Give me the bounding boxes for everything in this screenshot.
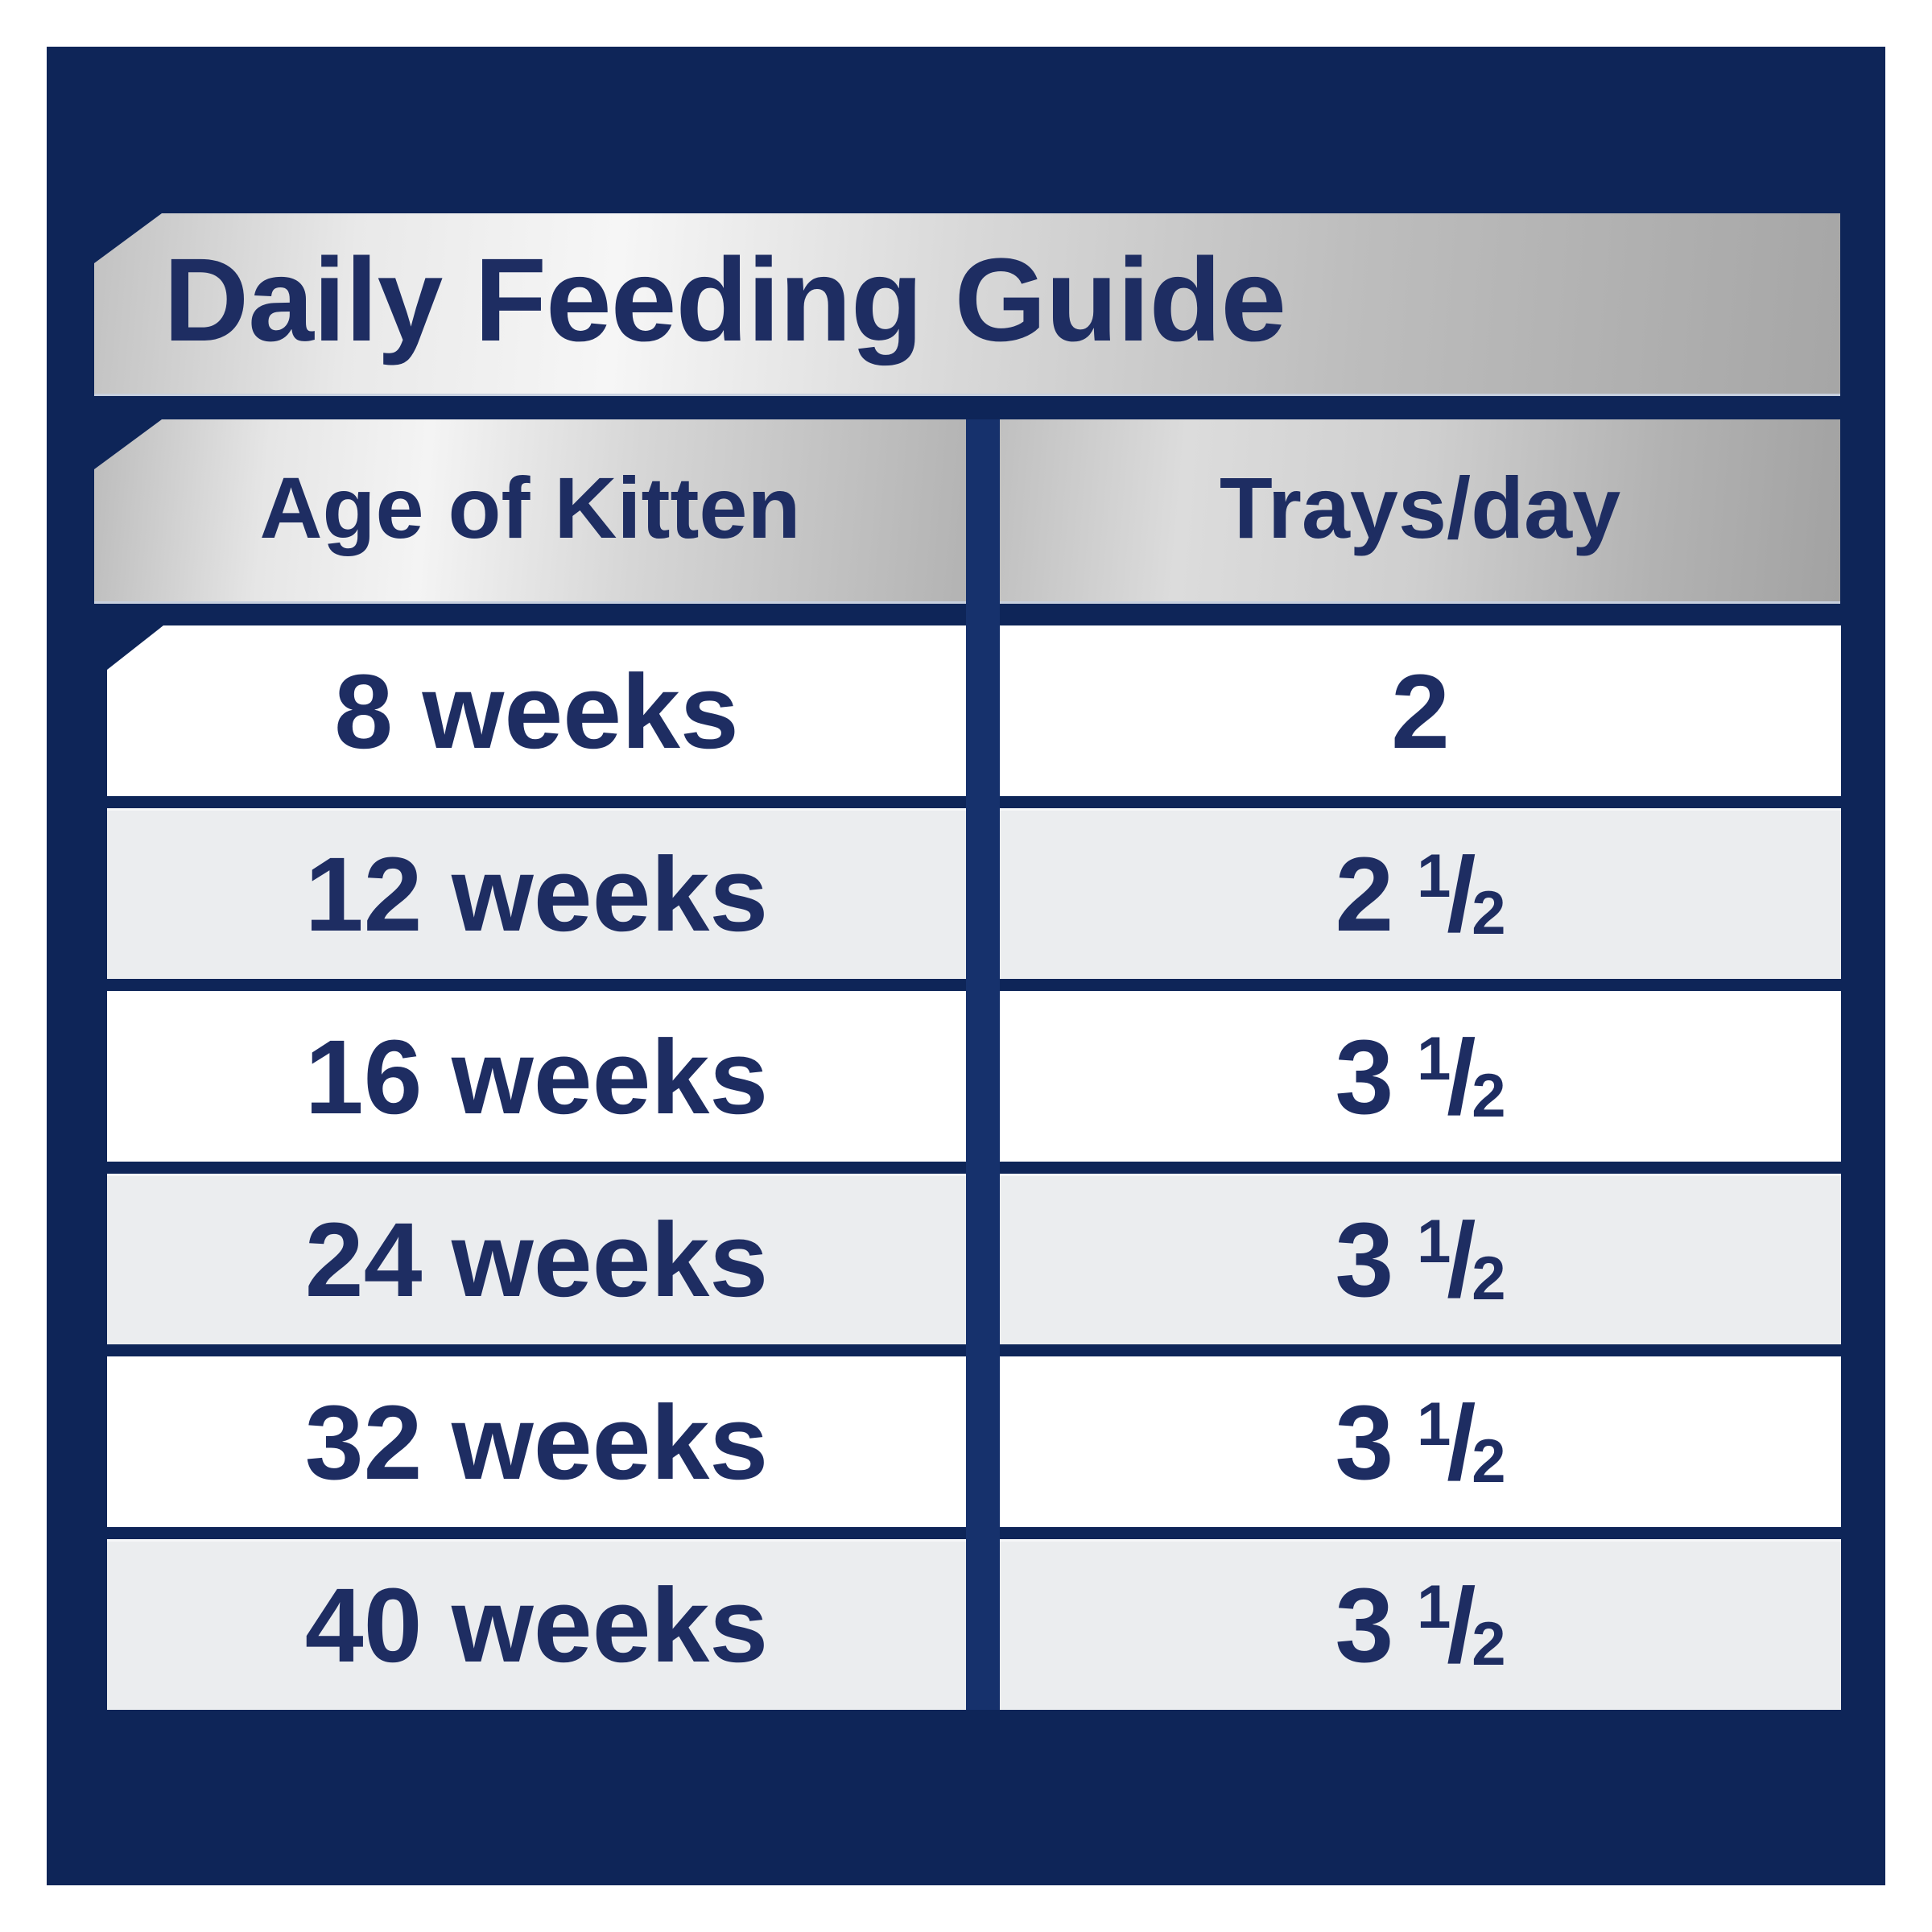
trays-whole: 3 [1335, 1199, 1394, 1319]
age-cell: 24 weeks [304, 1199, 769, 1319]
trays-cell: 3 1/2 [1000, 991, 1841, 1162]
column-divider [966, 419, 1000, 1710]
trays-whole: 3 [1335, 1565, 1394, 1684]
age-cell: 12 weeks [304, 834, 769, 953]
column-header-trays: Trays/day [1000, 419, 1840, 604]
trays-whole: 3 [1335, 1382, 1394, 1501]
trays-whole: 3 [1335, 1017, 1394, 1136]
age-cell: 16 weeks [304, 1017, 769, 1136]
column-header-age-label: Age of Kitten [259, 459, 801, 556]
column-header-age: Age of Kitten [94, 419, 966, 604]
trays-fraction: 1/2 [1417, 834, 1506, 953]
page-title: Daily Feeding Guide [163, 233, 1286, 366]
trays-cell: 2 [1000, 625, 1841, 796]
age-cell: 8 weeks [334, 651, 739, 770]
trays-fraction: 1/2 [1417, 1199, 1506, 1319]
trays-cell: 2 1/2 [1000, 808, 1841, 979]
trays-cell: 3 1/2 [1000, 1174, 1841, 1344]
table-row: 32 weeks 3 1/2 [107, 1356, 1841, 1527]
trays-fraction: 1/2 [1417, 1382, 1506, 1501]
age-cell: 32 weeks [304, 1382, 769, 1501]
trays-cell: 3 1/2 [1000, 1356, 1841, 1527]
age-cell: 40 weeks [304, 1565, 769, 1684]
trays-whole: 2 [1391, 651, 1450, 770]
trays-cell: 3 1/2 [1000, 1539, 1841, 1710]
title-banner: Daily Feeding Guide [94, 213, 1840, 396]
trays-fraction: 1/2 [1417, 1565, 1506, 1684]
trays-fraction: 1/2 [1417, 1017, 1506, 1136]
trays-whole: 2 [1335, 834, 1394, 953]
column-header-trays-label: Trays/day [1219, 459, 1621, 556]
